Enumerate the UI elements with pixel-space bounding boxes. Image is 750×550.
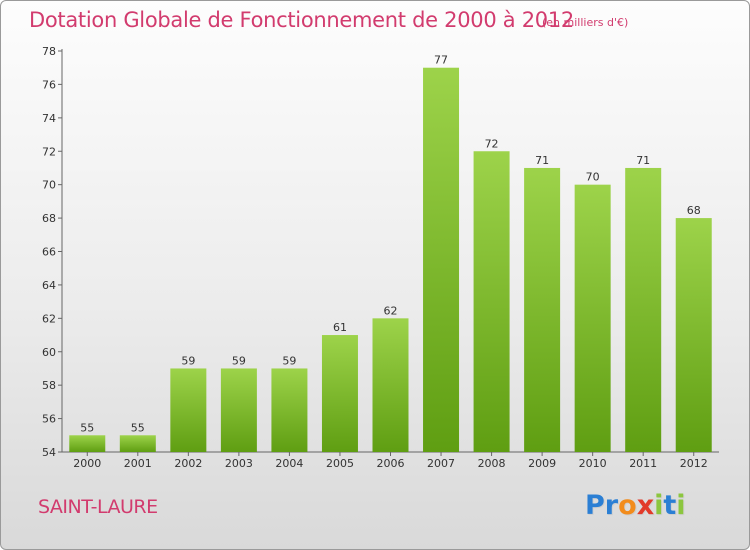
bar-2008: [473, 151, 510, 452]
x-tick-label: 2001: [124, 457, 152, 470]
bar-2005: [321, 335, 358, 452]
y-tick-label: 74: [42, 112, 56, 125]
logo-letter: i: [654, 490, 664, 521]
bar-2003: [220, 368, 257, 452]
logo-letter: x: [636, 490, 655, 521]
bar-2010: [574, 184, 611, 452]
x-tick-label: 2010: [579, 457, 607, 470]
bar-2001: [119, 435, 156, 452]
x-tick-label: 2003: [225, 457, 253, 470]
y-tick-label: 66: [42, 246, 56, 259]
chart-title: Dotation Globale de Fonctionnement de 20…: [29, 8, 574, 32]
logo-letter: t: [663, 490, 677, 521]
chart-unit: (en milliers d'€): [542, 16, 629, 29]
town-name: SAINT-LAURE: [38, 496, 158, 518]
bar-value-label: 59: [282, 354, 296, 367]
y-tick-label: 76: [42, 78, 56, 91]
x-tick-label: 2011: [629, 457, 657, 470]
logo-letter: r: [604, 490, 619, 521]
x-tick-label: 2006: [377, 457, 405, 470]
bar-2011: [625, 167, 662, 453]
bar-2002: [170, 368, 207, 452]
x-tick-label: 2005: [326, 457, 354, 470]
bar-value-label: 68: [687, 204, 701, 217]
bars-layer: 55 55 59 59 59 61 62 77 72 71 70 71 68: [69, 54, 712, 453]
y-tick-label: 72: [42, 145, 56, 158]
y-tick-label: 60: [42, 346, 56, 359]
bar-2004: [271, 368, 308, 452]
bar-value-label: 72: [485, 137, 499, 150]
x-tick-label: 2007: [427, 457, 455, 470]
bar-value-label: 55: [131, 421, 145, 434]
bar-value-label: 59: [232, 354, 246, 367]
bar-value-label: 71: [535, 154, 549, 167]
bar-2009: [524, 167, 561, 453]
proxiti-logo[interactable]: Proxiti: [585, 490, 686, 521]
logo-letter: P: [585, 490, 605, 521]
bar-value-label: 59: [181, 354, 195, 367]
bar-value-label: 77: [434, 54, 448, 67]
bar-value-label: 61: [333, 321, 347, 334]
bar-2006: [372, 318, 409, 452]
bar-2000: [69, 435, 106, 452]
y-tick-label: 56: [42, 413, 56, 426]
bar-2012: [675, 218, 712, 452]
y-tick-label: 78: [42, 45, 56, 58]
axis-layer: 54 56 58 60 62 64 66 68 70 72 74 76 78 2000 2001 2002 20…: [42, 45, 719, 470]
y-tick-label: 58: [42, 379, 56, 392]
y-tick-label: 70: [42, 179, 56, 192]
bar-2007: [423, 67, 460, 452]
x-tick-label: 2004: [275, 457, 303, 470]
bar-value-label: 62: [384, 304, 398, 317]
bar-value-label: 71: [636, 154, 650, 167]
y-tick-label: 62: [42, 312, 56, 325]
bar-value-label: 70: [586, 171, 600, 184]
y-tick-label: 54: [42, 446, 56, 459]
x-tick-label: 2008: [478, 457, 506, 470]
logo-letter: o: [618, 490, 637, 521]
x-tick-label: 2002: [174, 457, 202, 470]
bar-value-label: 55: [80, 421, 94, 434]
x-tick-label: 2012: [680, 457, 708, 470]
x-tick-label: 2000: [73, 457, 101, 470]
y-tick-label: 64: [42, 279, 56, 292]
y-tick-label: 68: [42, 212, 56, 225]
x-tick-label: 2009: [528, 457, 556, 470]
logo-letter: i: [676, 490, 686, 521]
